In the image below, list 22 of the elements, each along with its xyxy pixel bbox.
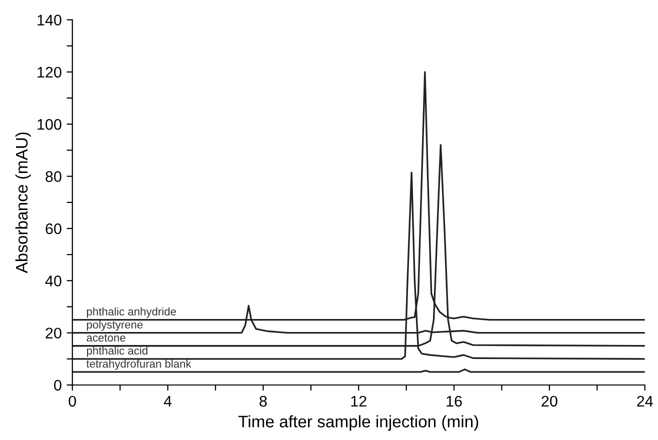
series-label: polystyrene: [86, 320, 143, 331]
y-tick-label: 20: [46, 328, 62, 339]
x-axis-title: Time after sample injection (min): [238, 415, 478, 431]
series-label: phthalic acid: [86, 346, 148, 357]
series-label: tetrahydrofuran blank: [86, 360, 192, 370]
y-tick-label: 80: [46, 171, 62, 182]
x-tick-label: 16: [446, 396, 462, 407]
y-tick-label: 140: [38, 14, 62, 26]
x-tick-label: 0: [68, 396, 76, 407]
y-axis-title: Absorbance (mAU): [15, 132, 31, 274]
series-label: acetone: [86, 334, 126, 342]
x-tick-label: 8: [260, 396, 267, 407]
x-tick-label: 4: [164, 396, 172, 406]
y-tick-label: 60: [46, 223, 62, 234]
y-tick-label: 40: [45, 276, 62, 286]
y-tick-label: 0: [54, 380, 62, 391]
y-tick-label: 120: [38, 66, 62, 78]
series-label: phthalic anhydride: [86, 307, 176, 318]
y-tick-label: 100: [38, 119, 62, 130]
x-tick-label: 12: [351, 396, 366, 406]
x-tick-label: 24: [637, 396, 653, 406]
x-tick-label: 20: [542, 396, 558, 407]
